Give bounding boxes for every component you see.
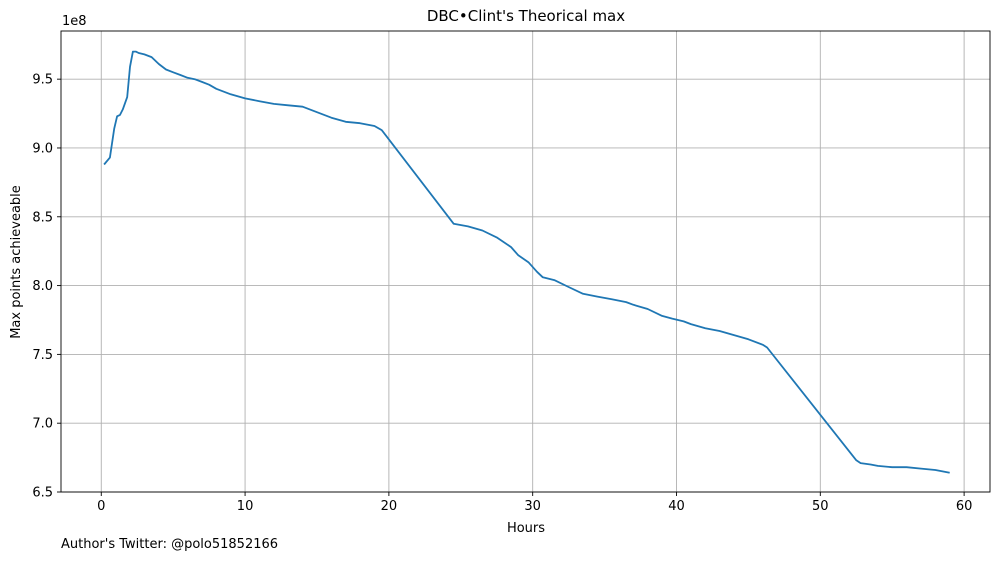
author-twitter-note: Author's Twitter: @polo51852166 [61,537,279,552]
y-tick-label: 9.5 [32,73,53,88]
chart-title: DBC•Clint's Theorical max [427,7,625,25]
x-tick-label: 10 [237,499,254,514]
grid [61,31,990,493]
series-line [103,50,950,474]
x-axis-label: Hours [507,521,545,536]
y-tick-label: 6.5 [32,486,53,501]
x-tick-label: 60 [956,499,973,514]
y-tick-label: 7.0 [32,417,53,432]
axis-ticks: 0 10 20 30 40 50 60 6.5 7.0 7.5 8.0 8.5 9.0 9.5 [32,73,972,514]
x-tick-label: 30 [524,499,541,514]
y-tick-label: 8.0 [32,279,53,294]
x-tick-label: 50 [812,499,829,514]
y-axis-label: Max points achieveable [9,185,24,339]
y-tick-label: 9.0 [32,141,53,156]
plot-frame [60,30,991,493]
x-tick-label: 0 [97,499,105,514]
y-tick-label: 8.5 [32,210,53,225]
y-offset-label: 1e8 [62,14,87,29]
y-tick-label: 7.5 [32,348,53,363]
x-tick-label: 20 [381,499,398,514]
x-tick-label: 40 [668,499,685,514]
